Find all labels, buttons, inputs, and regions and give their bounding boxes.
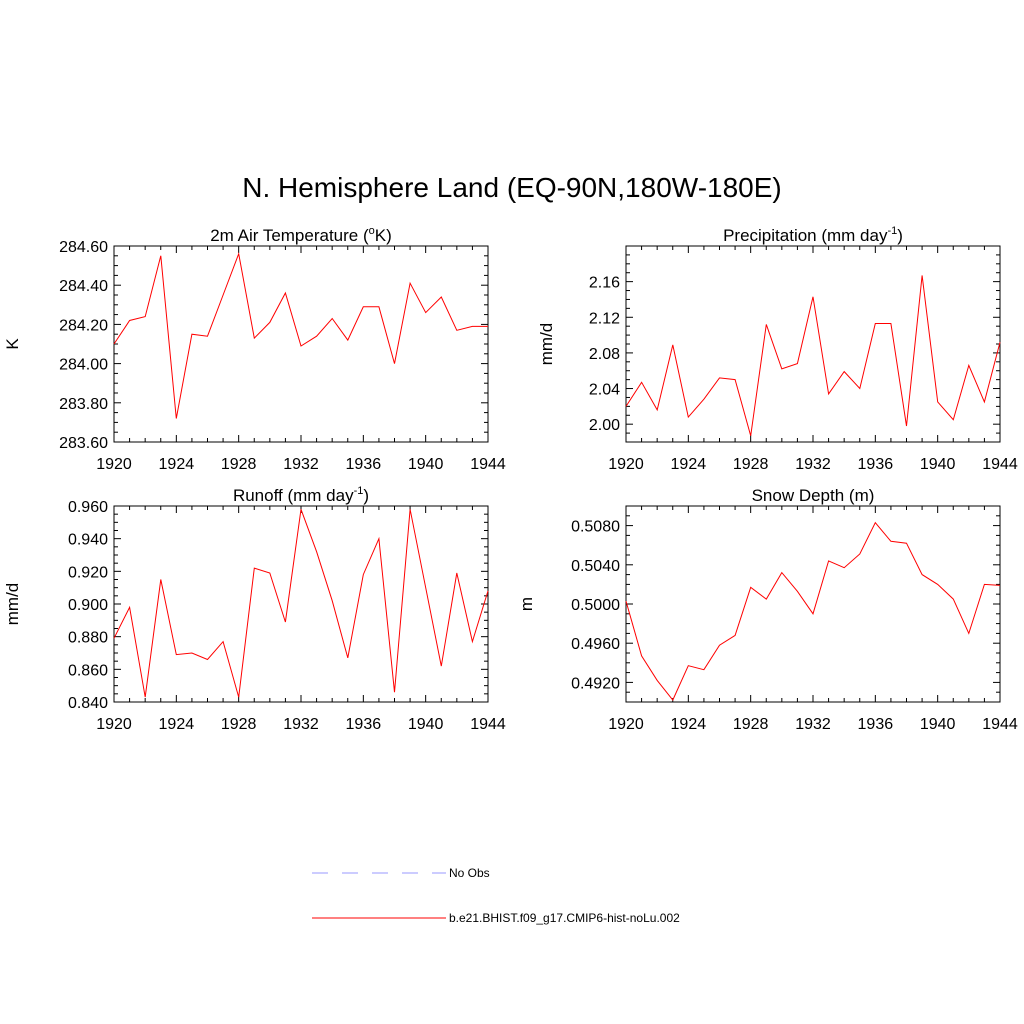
x-tick-label: 1920 bbox=[96, 456, 132, 473]
y-tick-label: 0.4960 bbox=[571, 636, 620, 653]
x-tick-label: 1940 bbox=[920, 456, 956, 473]
x-tick-label: 1928 bbox=[733, 716, 769, 733]
plot-frame bbox=[113, 245, 489, 443]
y-tick-label: 2.04 bbox=[589, 382, 620, 399]
y-axis-label: m bbox=[517, 597, 536, 611]
figure-title: N. Hemisphere Land (EQ-90N,180W-180E) bbox=[242, 172, 782, 203]
plot-frame bbox=[625, 245, 1001, 443]
x-tick-label: 1920 bbox=[608, 456, 644, 473]
x-tick-label: 1920 bbox=[96, 716, 132, 733]
x-tick-label: 1928 bbox=[221, 456, 257, 473]
x-tick-label: 1944 bbox=[470, 716, 506, 733]
x-tick-label: 1936 bbox=[346, 456, 382, 473]
y-tick-label: 284.20 bbox=[59, 317, 108, 334]
x-tick-label: 1936 bbox=[858, 716, 894, 733]
y-tick-label: 2.08 bbox=[589, 346, 620, 363]
panel-title-main: 2m Air Temperature ( bbox=[210, 226, 369, 245]
y-axis-label: mm/d bbox=[537, 323, 556, 366]
x-tick-label: 1932 bbox=[795, 716, 831, 733]
series-line bbox=[113, 509, 489, 698]
y-tick-label: 0.960 bbox=[68, 499, 108, 516]
x-tick-label: 1920 bbox=[608, 716, 644, 733]
y-tick-label: 283.60 bbox=[59, 435, 108, 452]
panel-title-tail: ) bbox=[897, 226, 903, 245]
panel-snow-depth: 1920 1924 1928 1932 1936 1940 1944 0.4920 0.4960… bbox=[517, 486, 1018, 733]
y-tick-label: 283.80 bbox=[59, 396, 108, 413]
x-tick-label: 1932 bbox=[795, 456, 831, 473]
panel-title-sup: -1 bbox=[887, 225, 897, 237]
plot-frame bbox=[113, 505, 489, 703]
panel-precipitation: 1920 1924 1928 1932 1936 1940 1944 2.00 2.04 2.08… bbox=[537, 225, 1018, 473]
y-tick-label: 2.00 bbox=[589, 417, 620, 434]
y-tick-label: 0.880 bbox=[68, 630, 108, 647]
y-tick-label: 0.5000 bbox=[571, 597, 620, 614]
series-line bbox=[625, 275, 1001, 436]
panel-title-main: Snow Depth (m) bbox=[752, 486, 875, 505]
y-tick-label: 0.940 bbox=[68, 532, 108, 549]
panel-title-sup: -1 bbox=[354, 485, 364, 497]
legend-line-model bbox=[312, 917, 446, 919]
legend-line-no-obs bbox=[312, 872, 446, 874]
x-tick-label: 1932 bbox=[283, 456, 319, 473]
legend-label-model: b.e21.BHIST.f09_g17.CMIP6-hist-noLu.002 bbox=[449, 911, 680, 925]
y-tick-label: 0.5080 bbox=[571, 519, 620, 536]
x-tick-label: 1936 bbox=[858, 456, 894, 473]
panel-temperature: 1920 1924 1928 1932 1936 1940 1944 283.60 283.80… bbox=[3, 225, 506, 473]
x-tick-label: 1936 bbox=[346, 716, 382, 733]
plot-frame bbox=[625, 505, 1001, 703]
x-tick-label: 1924 bbox=[159, 716, 195, 733]
x-tick-label: 1940 bbox=[408, 716, 444, 733]
panel-title-main: Precipitation (mm day bbox=[723, 226, 888, 245]
y-axis-label: K bbox=[3, 338, 22, 350]
x-tick-label: 1924 bbox=[159, 456, 195, 473]
y-tick-label: 2.12 bbox=[589, 310, 620, 327]
series-line bbox=[113, 251, 488, 419]
y-axis-label: mm/d bbox=[3, 583, 22, 626]
panel-runoff: 1920 1924 1928 1932 1936 1940 1944 0.840 0.860 0.… bbox=[3, 485, 506, 733]
y-tick-label: 0.5040 bbox=[571, 558, 620, 575]
panel-title: Snow Depth (m) bbox=[752, 486, 875, 505]
series-line bbox=[625, 521, 1001, 701]
x-tick-label: 1940 bbox=[920, 716, 956, 733]
panel-title-tail: ) bbox=[363, 486, 369, 505]
x-tick-label: 1944 bbox=[982, 456, 1018, 473]
y-tick-label: 0.4920 bbox=[571, 675, 620, 692]
y-tick-label: 284.40 bbox=[59, 278, 108, 295]
panel-title-main: Runoff (mm day bbox=[233, 486, 354, 505]
x-tick-label: 1924 bbox=[671, 456, 707, 473]
legend-label-no-obs: No Obs bbox=[449, 866, 490, 880]
panel-title-tail: K) bbox=[375, 226, 392, 245]
x-tick-label: 1928 bbox=[221, 716, 257, 733]
x-tick-label: 1924 bbox=[671, 716, 707, 733]
x-tick-label: 1944 bbox=[982, 716, 1018, 733]
x-tick-label: 1944 bbox=[470, 456, 506, 473]
x-tick-label: 1928 bbox=[733, 456, 769, 473]
panel-title: Runoff (mm day-1) bbox=[233, 485, 369, 505]
panel-title-sup: o bbox=[369, 225, 375, 237]
y-tick-label: 284.00 bbox=[59, 357, 108, 374]
y-tick-label: 0.840 bbox=[68, 695, 108, 712]
y-tick-label: 2.16 bbox=[589, 275, 620, 292]
y-tick-label: 0.860 bbox=[68, 662, 108, 679]
panel-title: 2m Air Temperature (oK) bbox=[210, 225, 392, 245]
x-tick-label: 1940 bbox=[408, 456, 444, 473]
panel-title: Precipitation (mm day-1) bbox=[723, 225, 903, 245]
y-tick-label: 0.900 bbox=[68, 597, 108, 614]
y-tick-label: 0.920 bbox=[68, 564, 108, 581]
y-tick-label: 284.60 bbox=[59, 239, 108, 256]
x-tick-label: 1932 bbox=[283, 716, 319, 733]
